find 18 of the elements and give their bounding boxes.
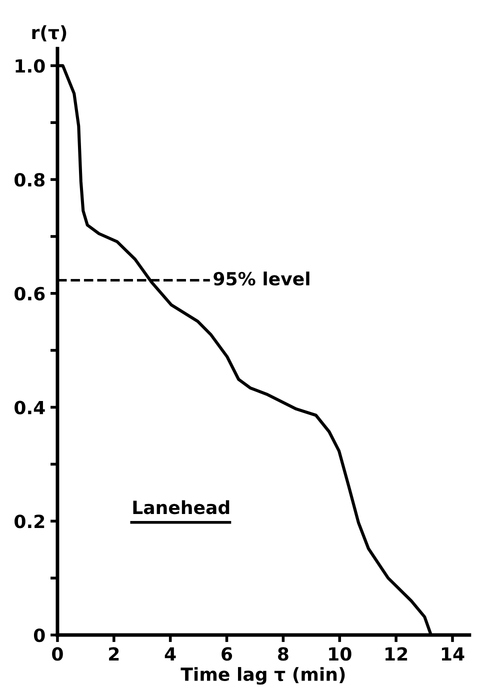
y-tick-label: 0.4 [14, 400, 45, 414]
x-tick-label: 8 [278, 647, 288, 661]
x-tick-label: 2 [109, 647, 119, 661]
x-axis-title: Time lag τ (min) [180, 667, 345, 685]
x-tick-label: 14 [442, 647, 464, 661]
y-axis-title: r(τ) [32, 25, 66, 42]
x-tick-label: 12 [386, 647, 408, 661]
x-tick-label: 10 [329, 647, 352, 661]
y-tick-label: 1.0 [16, 59, 45, 73]
y-tick-label: 0.2 [14, 514, 44, 528]
y-tick-label: 0.6 [14, 286, 45, 301]
y-tick-label: 0.8 [14, 172, 45, 187]
ref-line-label: 95% level [214, 272, 310, 286]
x-tick-label: 0 [52, 647, 63, 661]
y-tick-label: 0 [34, 628, 45, 642]
x-tick-label: 6 [222, 647, 232, 661]
x-tick-label: 4 [164, 647, 176, 661]
annotation: Lanehead [133, 500, 230, 514]
